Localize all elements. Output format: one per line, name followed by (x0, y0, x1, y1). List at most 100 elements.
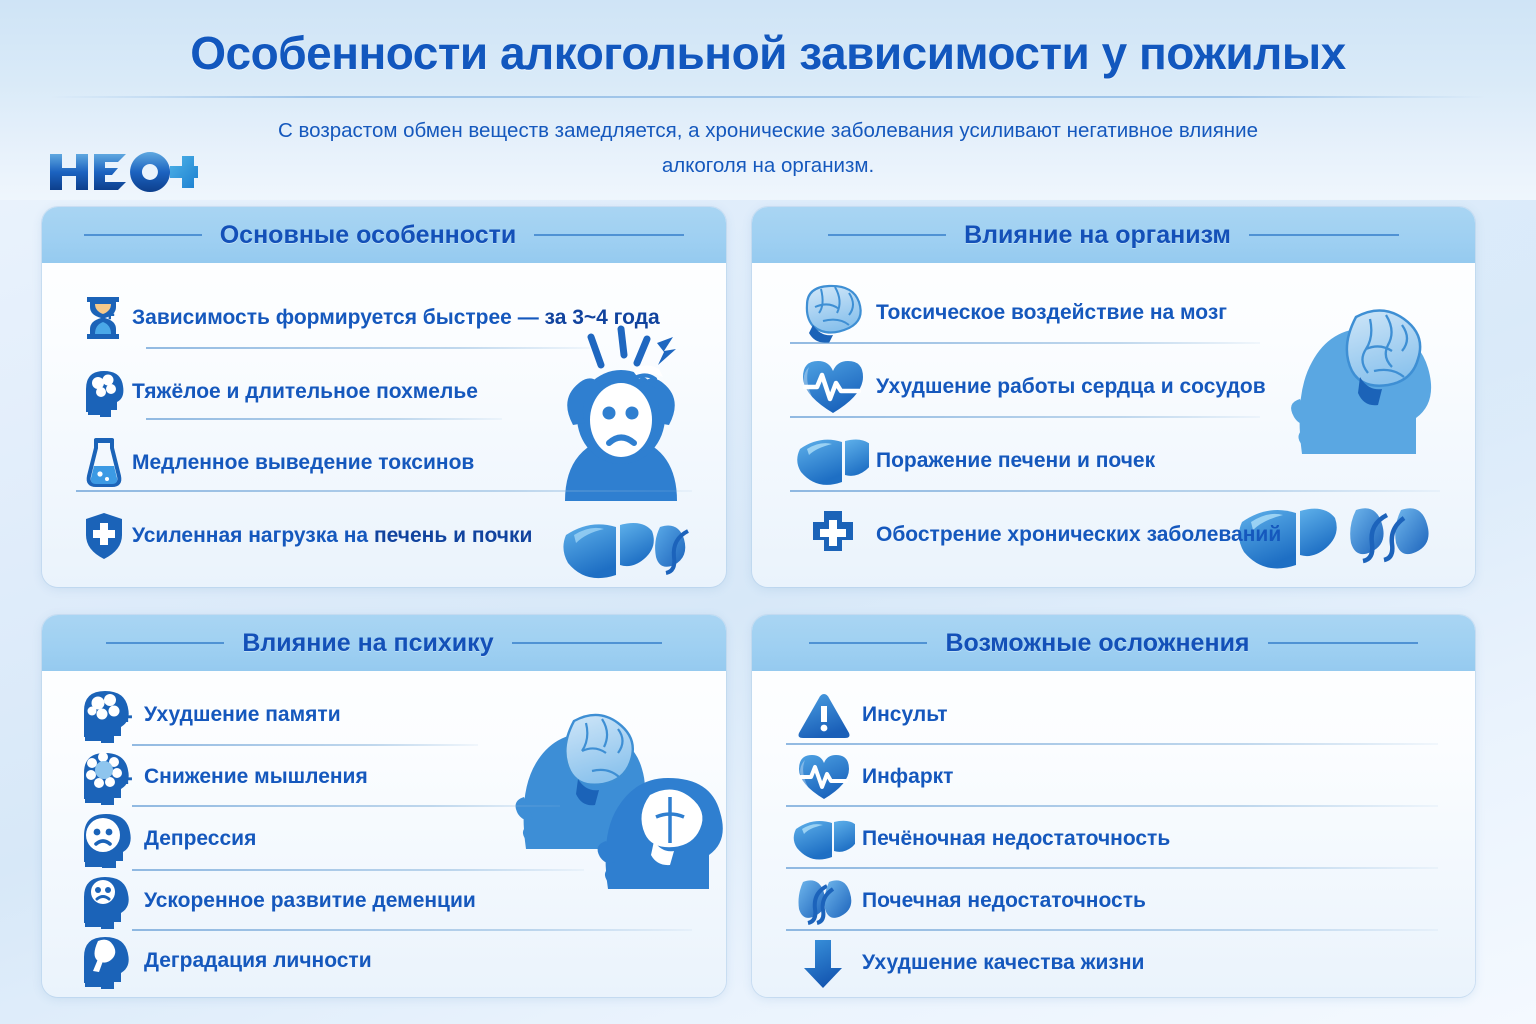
card-title: Влияние на психику (242, 628, 494, 657)
card-body: Токсическое воздействие на мозг Ухудшени… (752, 263, 1475, 587)
row-divider (132, 869, 584, 871)
brain-icon (790, 283, 876, 343)
list-item[interactable]: Печёночная недостаточность (786, 813, 1346, 865)
card-header: Влияние на организм (752, 207, 1475, 263)
list-item-label: Инфаркт (862, 765, 954, 788)
list-item[interactable]: Снижение мышления (70, 749, 500, 805)
head-brain-icon (76, 367, 132, 417)
logo-neo-plus (48, 152, 198, 192)
card-complications: Возможные осложнения Инсульт (752, 615, 1475, 997)
header-rule-left (828, 234, 947, 236)
row-divider (132, 744, 478, 746)
logo-icon (50, 152, 198, 192)
header-rule-right (511, 642, 662, 644)
warning-triangle-icon (786, 690, 862, 740)
row-divider (786, 805, 1438, 807)
card-main-features: Основные особенности (42, 207, 726, 587)
header-rule-left (83, 234, 202, 236)
card-body: Инсульт Инфаркт (752, 671, 1475, 997)
list-item-label: Ухудшение памяти (144, 703, 341, 726)
shield-cross-icon (76, 511, 132, 561)
list-item[interactable]: Инфаркт (786, 751, 1286, 803)
row-divider (786, 929, 1438, 931)
list-item[interactable]: Зависимость формируется быстрее — за 3~4… (76, 291, 696, 345)
card-header: Основные особенности (42, 207, 726, 263)
heart-pulse-icon (790, 357, 876, 417)
head-thinking-icon (70, 749, 144, 805)
list-item-label: Снижение мышления (144, 765, 368, 788)
header-rule-right (1267, 642, 1418, 644)
list-item[interactable]: Ухудшение памяти (70, 687, 500, 743)
list-item-label: Усиленная нагрузка на печень и почки (132, 524, 533, 547)
row-divider (790, 416, 1260, 418)
list-item-label: Зависимость формируется быстрее — за 3~4… (132, 306, 660, 329)
page-title: Особенности алкогольной зависимости у по… (190, 27, 1346, 79)
row-divider (146, 418, 502, 420)
list-item-label: Токсическое воздействие на мозг (876, 301, 1228, 324)
card-body: Зависимость формируется быстрее — за 3~4… (42, 263, 726, 587)
title-divider (50, 96, 1486, 98)
row-divider (76, 490, 692, 492)
liver-icon (790, 433, 876, 489)
list-item[interactable]: Деградация личности (70, 933, 500, 989)
list-item[interactable]: Ускоренное развитие деменции (70, 873, 500, 929)
two-heads-brain-illustration (512, 689, 726, 894)
head-sad-face-icon (70, 810, 144, 868)
list-item[interactable]: Инсульт (786, 689, 1286, 741)
row-divider (790, 342, 1260, 344)
row-divider (786, 743, 1438, 745)
list-item-label: Ухудшение качества жизни (862, 951, 1145, 974)
list-item[interactable]: Токсическое воздействие на мозг (790, 283, 1290, 343)
heart-pulse-icon (786, 751, 862, 803)
card-body: Ухудшение памяти Сниже (42, 671, 726, 997)
row-divider (132, 929, 692, 931)
card-title: Влияние на организм (964, 220, 1231, 249)
list-item[interactable]: Депрессия (70, 810, 500, 868)
card-header: Влияние на психику (42, 615, 726, 671)
card-header: Возможные осложнения (752, 615, 1475, 671)
flask-icon (76, 438, 132, 488)
list-item-label: Деградация личности (144, 949, 372, 972)
page-subtitle: С возрастом обмен веществ замедляется, а… (278, 119, 1258, 177)
list-item[interactable]: Почечная недостаточность (786, 875, 1346, 927)
list-item[interactable]: Ухудшение качества жизни (786, 937, 1346, 989)
header-rule-left (106, 642, 225, 644)
card-title: Основные особенности (219, 220, 517, 249)
kidneys-icon (786, 876, 862, 926)
header: Особенности алкогольной зависимости у по… (0, 0, 1536, 200)
list-item[interactable]: Медленное выведение токсинов (76, 436, 576, 490)
head-degradation-icon (70, 933, 144, 989)
card-psyche-impact: Влияние на психику (42, 615, 726, 997)
list-item[interactable]: Обострение хронических заболеваний (790, 507, 1360, 563)
list-item-label: Поражение печени и почек (876, 449, 1156, 472)
list-item-label: Ухудшение работы сердца и сосудов (876, 375, 1266, 398)
list-item[interactable]: Поражение печени и почек (790, 433, 1260, 489)
header-rule-right (1248, 234, 1399, 236)
row-divider (790, 490, 1440, 492)
card-body-impact: Влияние на организм (752, 207, 1475, 587)
header-rule-left (809, 642, 928, 644)
list-item-label: Ускоренное развитие деменции (144, 889, 476, 912)
row-divider (146, 347, 590, 349)
list-item[interactable]: Усиленная нагрузка на печень и почки (76, 509, 596, 563)
medical-cross-icon (790, 507, 876, 563)
list-item[interactable]: Ухудшение работы сердца и сосудов (790, 359, 1310, 415)
list-item-label: Почечная недостаточность (862, 889, 1146, 912)
head-memory-icon (70, 687, 144, 743)
list-item-label: Медленное выведение токсинов (132, 451, 475, 474)
list-item-label: Тяжёлое и длительное похмелье (132, 380, 478, 403)
list-item-label: Обострение хронических заболеваний (876, 523, 1282, 546)
hourglass-icon (76, 294, 132, 342)
header-rule-right (534, 234, 685, 236)
down-arrow-icon (786, 936, 862, 990)
list-item[interactable]: Тяжёлое и длительное похмелье (76, 365, 576, 419)
list-item-label: Печёночная недостаточность (862, 827, 1171, 850)
row-divider (132, 805, 560, 807)
list-item-label: Депрессия (144, 827, 257, 850)
card-title: Возможные осложнения (945, 628, 1250, 657)
liver-icon (786, 815, 862, 863)
head-dementia-icon (70, 873, 144, 929)
list-item-label: Инсульт (862, 703, 948, 726)
row-divider (786, 867, 1438, 869)
